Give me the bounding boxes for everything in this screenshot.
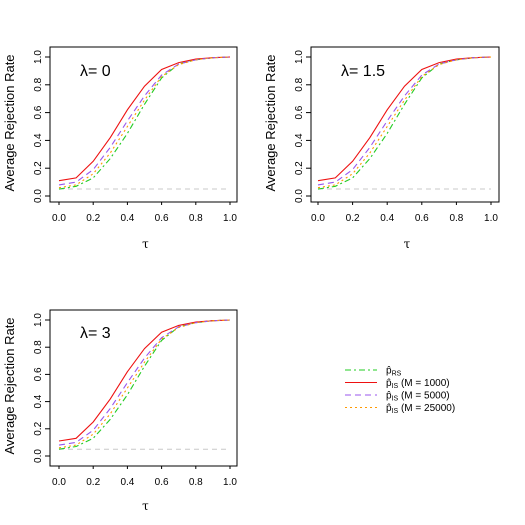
- x-tick-label: 0.4: [380, 213, 394, 224]
- y-tick-label: 1.0: [33, 313, 44, 327]
- y-tick-label: 0.2: [33, 161, 44, 175]
- x-axis-title: τ: [142, 499, 149, 513]
- series-line-3: [58, 56, 231, 186]
- y-tick-label: 0.0: [294, 189, 305, 203]
- series-line-4: [58, 319, 231, 449]
- series-line-4: [58, 56, 231, 189]
- y-tick-label: 0.8: [33, 340, 44, 354]
- series-line-2: [58, 319, 231, 442]
- y-tick-label: 0.8: [33, 77, 44, 91]
- panel-1: 0.0 0.2 0.4 0.6 0.8 1.0 0.0 0.2 0.4 0.6 0.8 1.0 λ= 0…: [2, 46, 238, 251]
- y-axis-title: Average Rejection Rate: [2, 54, 17, 191]
- x-tick-label: 1.0: [223, 477, 237, 488]
- series-line-1: [317, 56, 492, 190]
- panel-2: 0.0 0.2 0.4 0.6 0.8 1.0 0.0 0.2 0.4 0.6 0.8 1.0 λ= 1…: [263, 46, 500, 251]
- y-axis-title: Average Rejection Rate: [2, 317, 17, 454]
- legend-symbol: p̂: [386, 365, 392, 377]
- legend-symbol: p̂: [386, 390, 392, 402]
- plot-frame: [310, 46, 500, 203]
- y-tick-label: 0.6: [294, 105, 305, 119]
- legend-entry-4: p̂IS (M = 25000): [386, 402, 455, 415]
- panel-label: λ= 0: [80, 63, 111, 80]
- plot-frame: [49, 309, 238, 467]
- y-tick-label: 0.4: [33, 133, 44, 147]
- y-tick-label: 0.8: [294, 77, 305, 91]
- legend-symbol: p̂: [386, 402, 392, 414]
- x-tick-label: 1.0: [484, 213, 498, 224]
- x-tick-label: 0.6: [415, 213, 429, 224]
- x-axis-title: τ: [404, 237, 411, 251]
- legend-subscript: IS: [392, 396, 399, 403]
- legend-subscript: IS: [392, 383, 399, 390]
- x-tick-label: 0.6: [155, 213, 169, 224]
- y-tick-label: 0.0: [33, 189, 44, 203]
- series-line-3: [58, 319, 231, 446]
- y-tick-label: 0.6: [33, 105, 44, 119]
- y-tick-label: 1.0: [33, 50, 44, 64]
- legend-subscript: IS: [392, 408, 399, 415]
- x-tick-label: 0.4: [120, 213, 134, 224]
- x-tick-label: 0.8: [189, 213, 203, 224]
- x-tick-label: 0.0: [52, 213, 66, 224]
- series-line-1: [58, 56, 231, 190]
- y-tick-label: 0.4: [33, 394, 44, 408]
- x-tick-label: 0.4: [120, 477, 134, 488]
- y-tick-label: 0.6: [33, 367, 44, 381]
- x-tick-label: 0.8: [449, 213, 463, 224]
- y-axis-title: Average Rejection Rate: [263, 54, 278, 191]
- plot-frame: [49, 46, 238, 203]
- x-tick-label: 0.0: [311, 213, 325, 224]
- x-tick-label: 0.2: [346, 213, 360, 224]
- y-tick-label: 0.4: [294, 133, 305, 147]
- y-tick-label: 0.2: [33, 421, 44, 435]
- legend: p̂RSp̂IS (M = 1000)p̂IS (M = 5000)p̂IS (…: [345, 365, 455, 415]
- panel-label: λ= 3: [80, 325, 111, 342]
- x-tick-label: 1.0: [223, 213, 237, 224]
- y-tick-label: 0.2: [294, 161, 305, 175]
- x-tick-label: 0.8: [189, 477, 203, 488]
- y-tick-label: 1.0: [294, 50, 305, 64]
- legend-suffix: (M = 1000): [398, 378, 449, 389]
- panel-3: 0.0 0.2 0.4 0.6 0.8 1.0 0.0 0.2 0.4 0.6 0.8 1.0 λ= 3…: [2, 309, 238, 513]
- legend-suffix: (M = 5000): [398, 391, 449, 402]
- panel-label: λ= 1.5: [341, 63, 385, 80]
- legend-suffix: (M = 25000): [398, 403, 455, 414]
- x-axis-title: τ: [142, 237, 149, 251]
- legend-entry-3: p̂IS (M = 5000): [386, 390, 450, 403]
- x-tick-label: 0.2: [86, 477, 100, 488]
- series-line-4: [317, 56, 492, 189]
- x-tick-label: 0.2: [86, 213, 100, 224]
- legend-entry-1: p̂RS: [386, 365, 402, 378]
- legend-symbol: p̂: [386, 377, 392, 389]
- series-line-3: [317, 56, 492, 186]
- x-tick-label: 0.6: [155, 477, 169, 488]
- legend-subscript: RS: [392, 371, 402, 378]
- y-tick-label: 0.0: [33, 449, 44, 463]
- x-tick-label: 0.0: [52, 477, 66, 488]
- legend-entry-2: p̂IS (M = 1000): [386, 377, 450, 390]
